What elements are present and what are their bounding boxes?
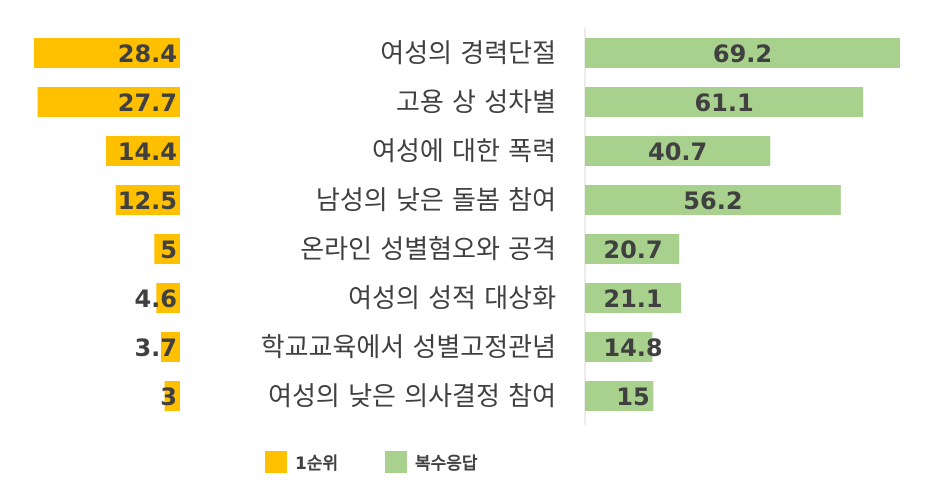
label-multiple-response-4: 20.7 bbox=[603, 236, 662, 264]
label-multiple-response-2: 40.7 bbox=[648, 138, 707, 166]
category-label-6: 학교교육에서 성별고정관념 bbox=[261, 333, 556, 363]
legend-label-0: 1순위 bbox=[295, 454, 338, 474]
bar-multiple-response-2 bbox=[585, 136, 771, 166]
bar-1st-priority-4 bbox=[154, 234, 180, 264]
legend: 1순위 복수응답 bbox=[265, 451, 478, 474]
bar-multiple-response-5 bbox=[585, 283, 682, 313]
bar-multiple-response-3 bbox=[585, 185, 841, 215]
bar-multiple-response-7 bbox=[585, 381, 654, 411]
label-multiple-response-0: 69.2 bbox=[713, 40, 772, 68]
category-label-0: 여성의 경력단절 bbox=[380, 39, 556, 69]
bar-1st-priority-1 bbox=[37, 87, 181, 117]
legend-swatch-0 bbox=[265, 451, 287, 473]
label-1st-priority-7: 3 bbox=[160, 383, 177, 411]
bar-1st-priority-0 bbox=[34, 38, 180, 68]
bar-1st-priority-5 bbox=[156, 283, 180, 313]
category-label-1: 고용 상 성차별 bbox=[396, 88, 556, 118]
label-1st-priority-0: 28.4 bbox=[118, 40, 177, 68]
bar-multiple-response-4 bbox=[585, 234, 680, 264]
bar-1st-priority-7 bbox=[164, 381, 180, 411]
bar-1st-priority-3 bbox=[115, 185, 180, 215]
label-1st-priority-6: 3.7 bbox=[134, 334, 177, 362]
bar-1st-priority-2 bbox=[105, 136, 180, 166]
category-label-4: 온라인 성별혐오와 공격 bbox=[300, 235, 556, 265]
legend-label-1: 복수응답 bbox=[415, 454, 478, 474]
bar-1st-priority-6 bbox=[160, 332, 180, 362]
label-1st-priority-4: 5 bbox=[160, 236, 177, 264]
category-label-5: 여성의 성적 대상화 bbox=[348, 284, 556, 314]
label-multiple-response-1: 61.1 bbox=[694, 89, 753, 117]
label-1st-priority-1: 27.7 bbox=[118, 89, 177, 117]
bar-multiple-response-0 bbox=[585, 38, 900, 68]
category-label-7: 여성의 낮은 의사결정 참여 bbox=[268, 382, 556, 412]
label-multiple-response-6: 14.8 bbox=[603, 334, 662, 362]
category-label-2: 여성에 대한 폭력 bbox=[372, 137, 556, 167]
label-multiple-response-3: 56.2 bbox=[683, 187, 742, 215]
category-label-3: 남성의 낮은 돌봄 참여 bbox=[316, 186, 556, 216]
legend-swatch-1 bbox=[385, 451, 407, 473]
label-1st-priority-5: 4.6 bbox=[134, 285, 177, 313]
label-multiple-response-7: 15 bbox=[616, 383, 649, 411]
label-1st-priority-2: 14.4 bbox=[118, 138, 177, 166]
label-multiple-response-5: 21.1 bbox=[603, 285, 662, 313]
bar-multiple-response-1 bbox=[585, 87, 864, 117]
label-1st-priority-3: 12.5 bbox=[118, 187, 177, 215]
bar-multiple-response-6 bbox=[585, 332, 653, 362]
